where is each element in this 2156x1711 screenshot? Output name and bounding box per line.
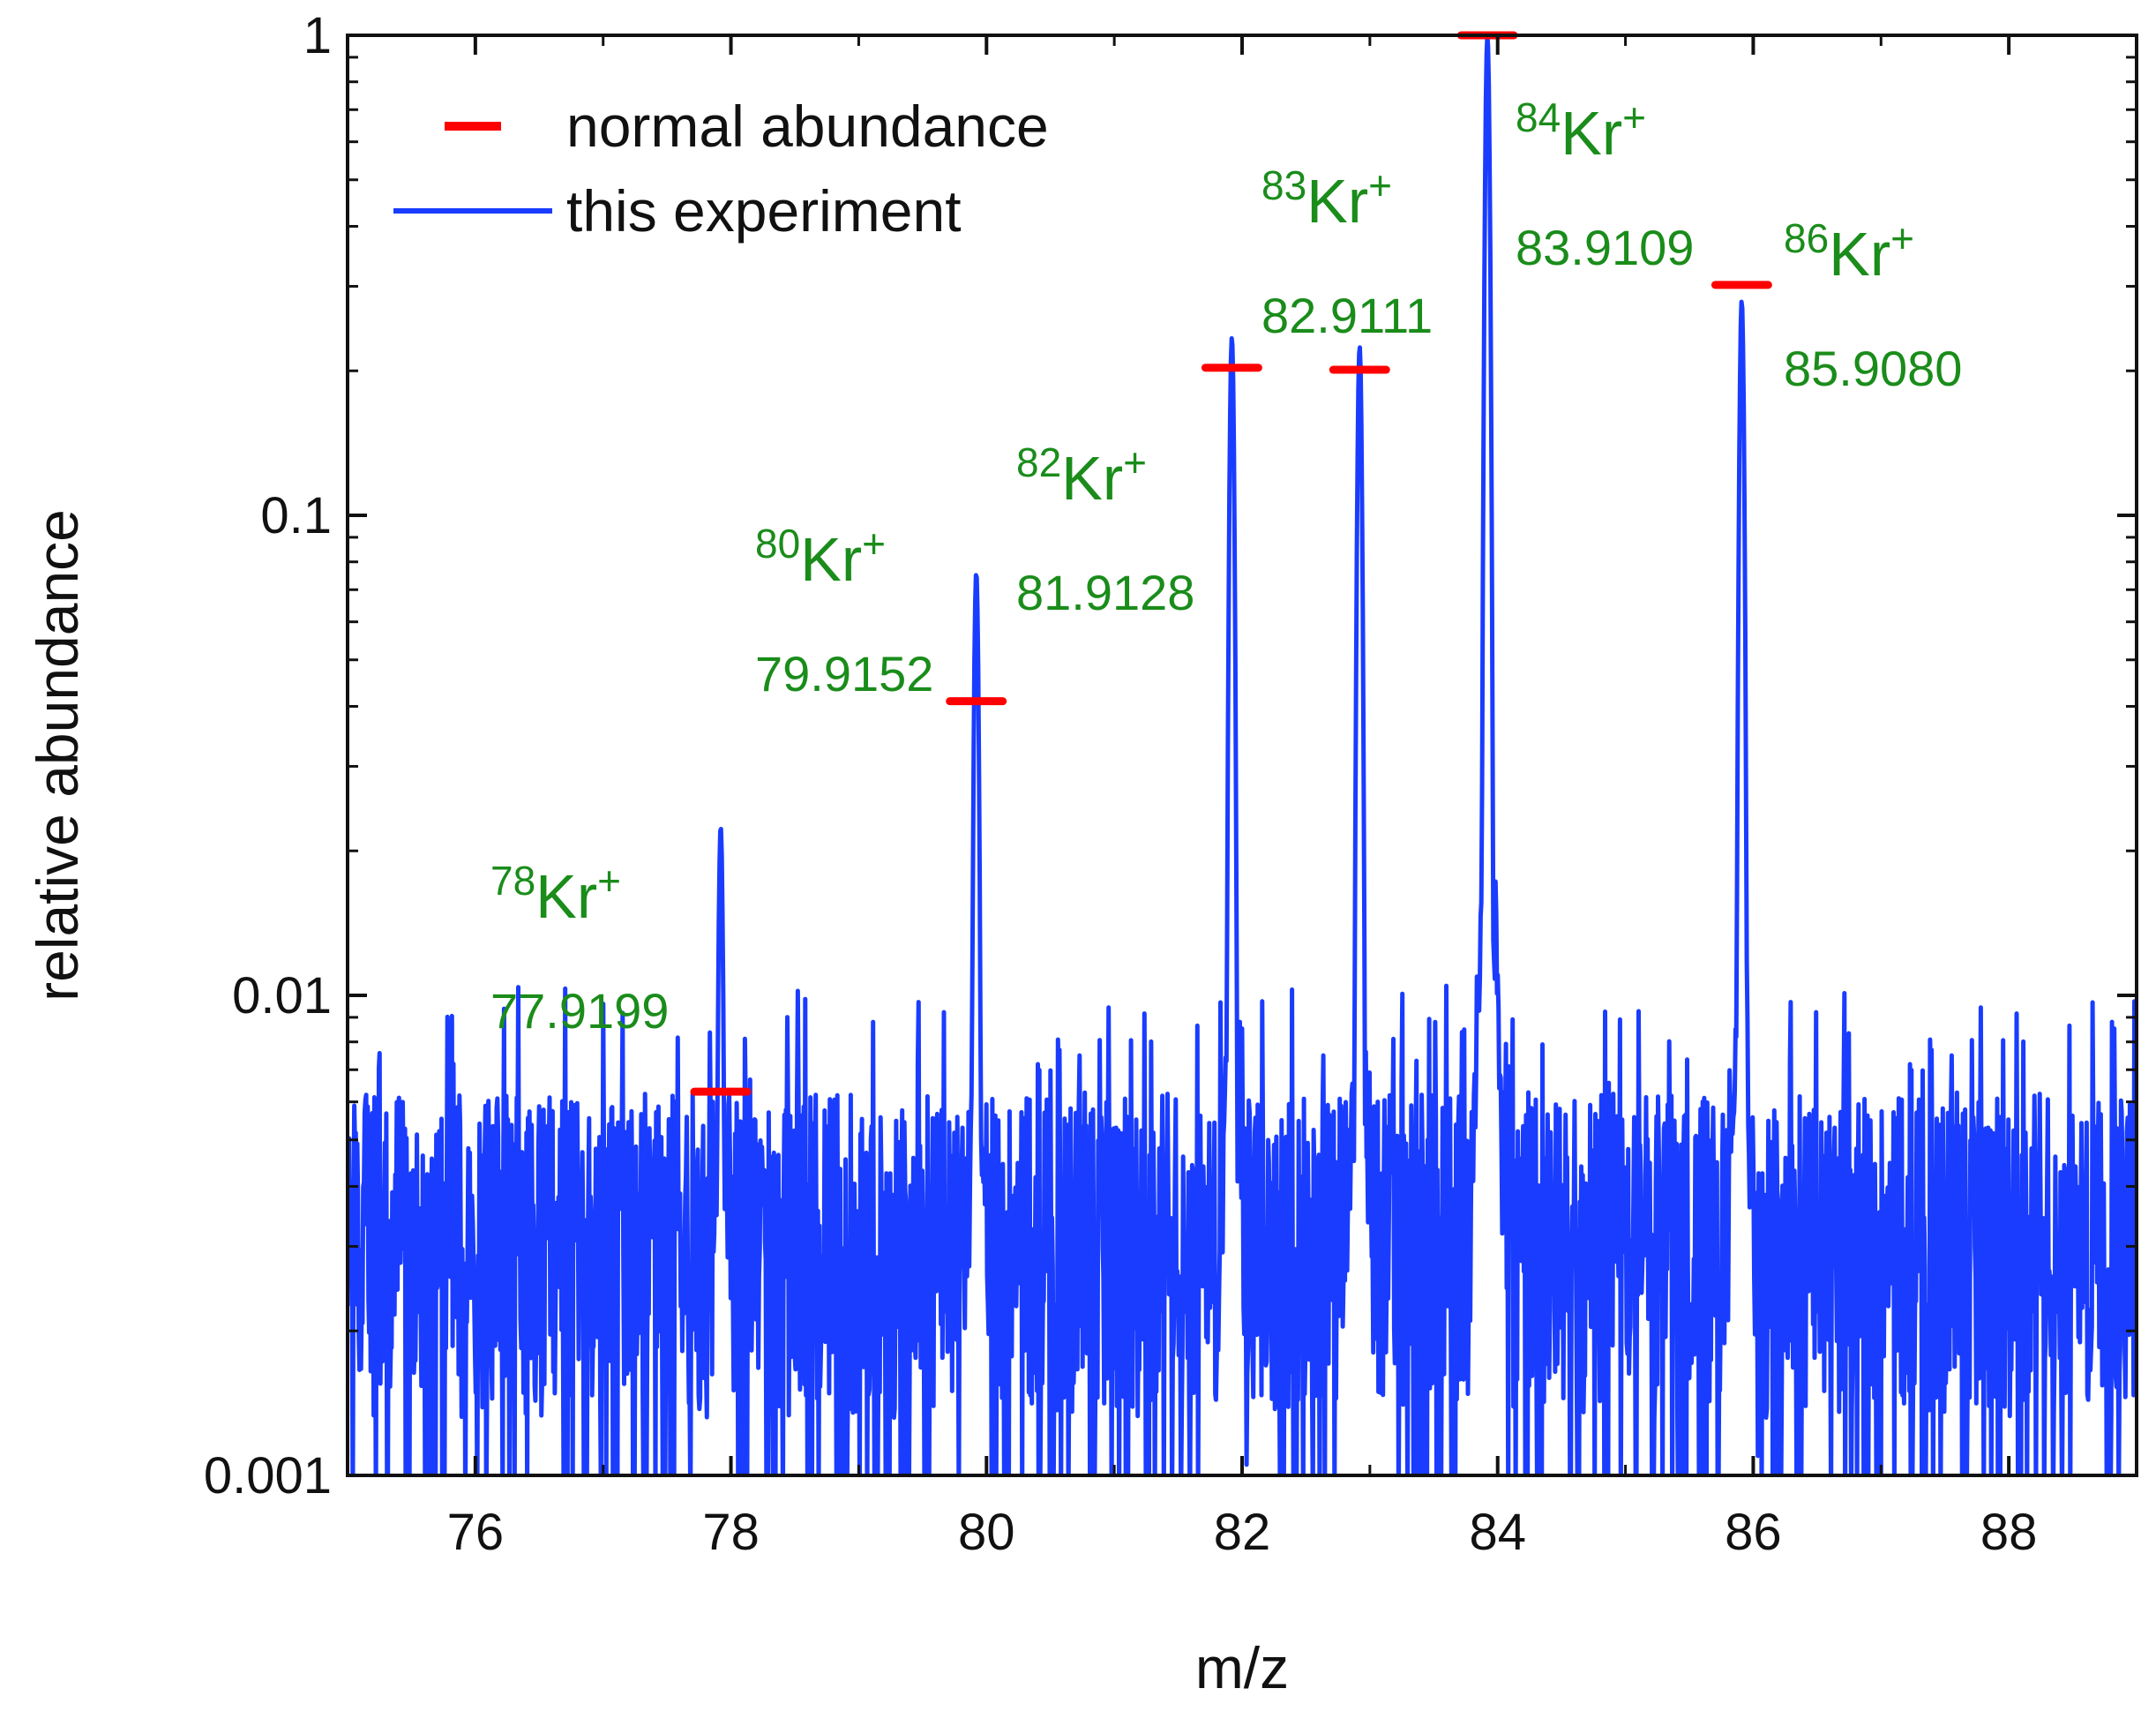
isotope-mass-number: 86 [1784, 215, 1829, 261]
isotope-label: 83Kr+ [1261, 162, 1392, 236]
isotope-charge: + [1890, 215, 1914, 261]
x-tick-label: 80 [958, 1504, 1015, 1561]
isotope-label: 84Kr+ [1516, 94, 1646, 168]
legend-label-normal-abundance: normal abundance [566, 94, 1049, 159]
isotope-symbol: Kr [1306, 167, 1368, 236]
legend-label-this-experiment: this experiment [566, 178, 962, 244]
isotope-mass-number: 84 [1516, 94, 1561, 140]
isotope-annotation-86: 86Kr+85.9080 [1784, 215, 1962, 396]
isotope-symbol: Kr [1061, 444, 1123, 513]
isotope-symbol: Kr [535, 862, 597, 931]
x-tick-label: 88 [1980, 1504, 2038, 1561]
isotope-symbol: Kr [800, 525, 862, 594]
plot-frame [346, 34, 2138, 1477]
isotope-mass: 81.9128 [1016, 565, 1194, 620]
isotope-mass-number: 83 [1261, 162, 1306, 208]
legend: normal abundance this experiment [393, 94, 1049, 244]
isotope-annotation-82: 82Kr+81.9128 [1016, 439, 1194, 620]
isotope-mass: 83.9109 [1516, 220, 1694, 275]
isotope-charge: + [862, 521, 886, 567]
isotope-mass: 77.9199 [490, 983, 669, 1039]
isotope-mass: 79.9152 [755, 646, 933, 702]
isotope-symbol: Kr [1561, 99, 1622, 168]
isotope-charge: + [1368, 162, 1392, 208]
isotope-mass: 82.9111 [1261, 288, 1433, 343]
x-tick-label: 86 [1725, 1504, 1782, 1561]
series-line-this-experiment [348, 35, 2137, 1475]
x-tick-label: 84 [1469, 1504, 1526, 1561]
isotope-annotation-78: 78Kr+77.9199 [490, 858, 669, 1039]
isotope-mass-number: 82 [1016, 439, 1061, 485]
isotope-symbol: Kr [1829, 220, 1890, 289]
y-axis-title: relative abundance [25, 509, 90, 1002]
isotope-charge: + [597, 858, 621, 904]
isotope-label: 80Kr+ [755, 521, 886, 594]
isotope-charge: + [1622, 94, 1646, 140]
y-tick-label: 0.01 [232, 967, 332, 1024]
isotope-annotation-84: 84Kr+83.9109 [1516, 94, 1694, 275]
isotope-annotation-80: 80Kr+79.9152 [755, 521, 933, 702]
x-tick-label: 78 [702, 1504, 760, 1561]
y-tick-label: 1 [303, 7, 332, 64]
isotope-charge: + [1123, 439, 1147, 485]
y-tick-label: 0.001 [204, 1447, 332, 1505]
x-axis-title: m/z [1195, 1635, 1289, 1700]
isotope-label: 78Kr+ [490, 858, 621, 931]
isotope-mass-number: 80 [755, 521, 800, 567]
x-tick-label: 76 [447, 1504, 505, 1561]
isotope-label: 86Kr+ [1784, 215, 1914, 289]
isotope-mass-number: 78 [490, 858, 535, 904]
isotope-mass: 85.9080 [1784, 341, 1962, 396]
y-tick-label: 0.1 [260, 487, 332, 544]
x-tick-label: 82 [1214, 1504, 1271, 1561]
isotope-annotation-83: 83Kr+82.9111 [1261, 162, 1433, 343]
isotope-label: 82Kr+ [1016, 439, 1147, 513]
